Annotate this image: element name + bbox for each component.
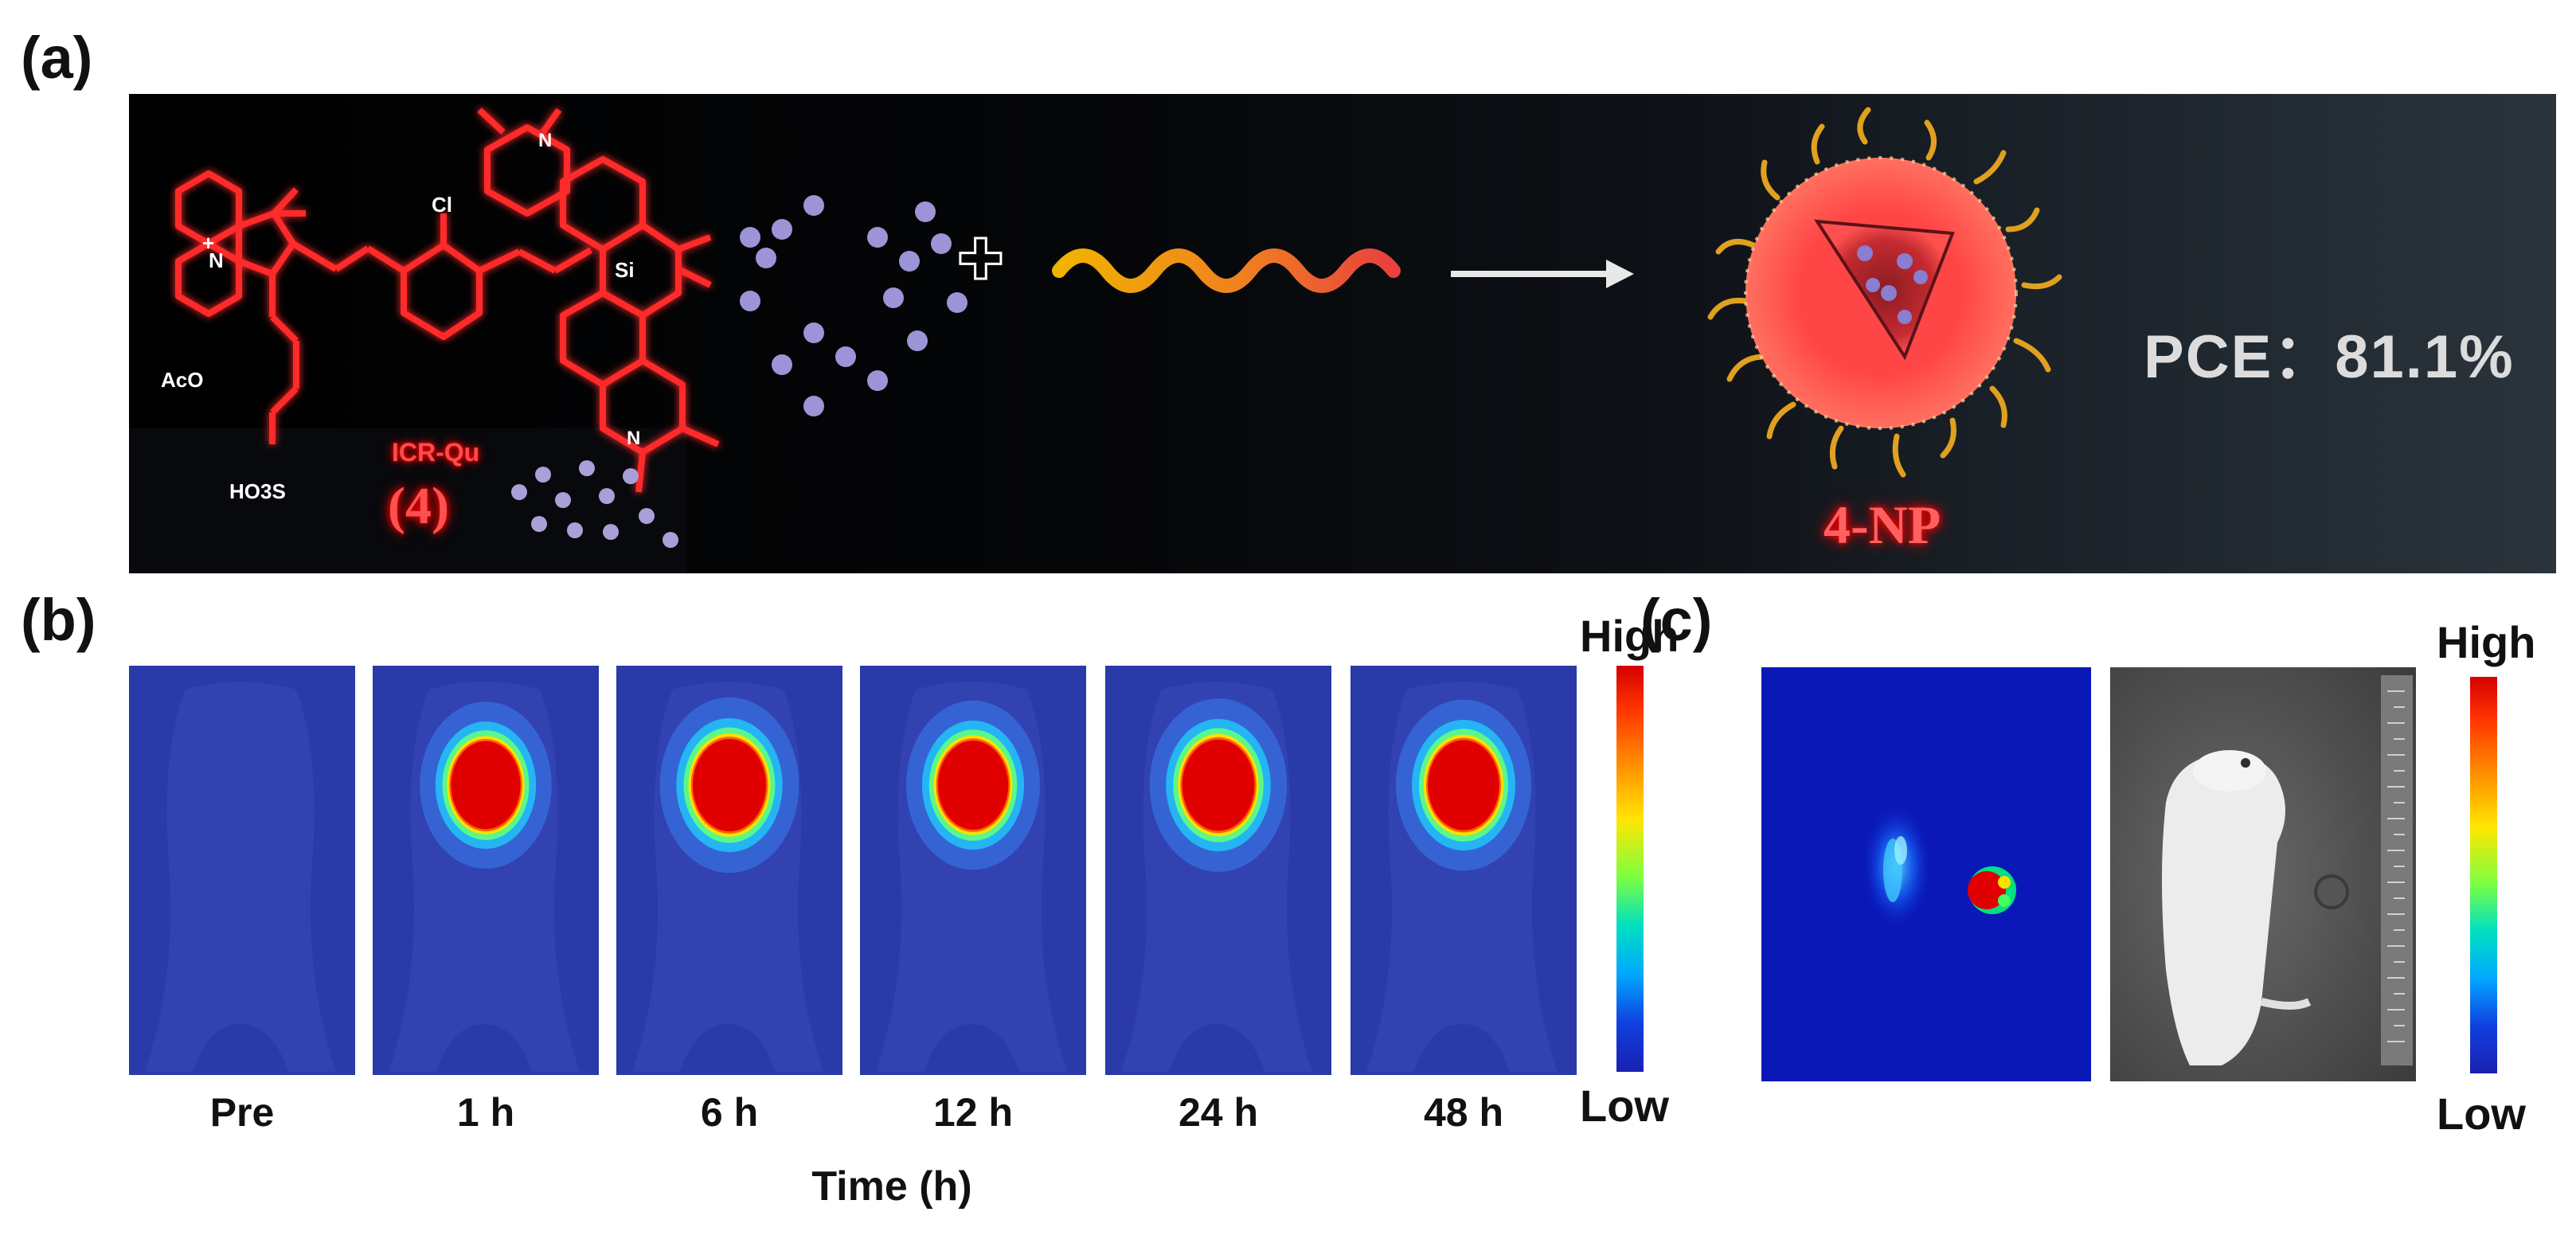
molecule-atom-aco: AcO [161, 368, 203, 392]
fluorescence-frame-0 [129, 666, 355, 1075]
fluorescence-frame-2 [616, 666, 842, 1075]
molecule-charge: + [202, 231, 214, 255]
mouse-photo [2110, 667, 2416, 1081]
colorbar-b-low: Low [1580, 1081, 1669, 1131]
fluorescence-frame-1 [373, 666, 599, 1075]
colorbar-c-low: Low [2437, 1089, 2526, 1139]
mouse-silhouette [145, 682, 336, 1072]
molecule-structure [175, 108, 720, 493]
reaction-arrow-head [1606, 260, 1634, 288]
ex-vivo-fluorescence-image [1761, 667, 2091, 1081]
molecule-atom-n-top: N [538, 130, 552, 151]
tumor-signal [420, 702, 552, 869]
fluorescence-frame-5 [1351, 666, 1577, 1075]
timepoint-label: 24 h [1178, 1090, 1259, 1135]
timepoint-label: Pre [209, 1090, 275, 1135]
timepoint-label: 1 h [456, 1090, 515, 1135]
colorbar-b [1616, 666, 1644, 1072]
polymer-chain [1052, 248, 1401, 293]
scheme-banner: N + AcO Cl Si N N HO3S ✚ [129, 94, 2556, 573]
fluorescence-frame-4 [1105, 666, 1331, 1075]
timepoint-label: 12 h [932, 1090, 1014, 1135]
particle-cluster [740, 195, 967, 416]
timepoint-label: 48 h [1423, 1090, 1504, 1135]
scheme-graphics: N + AcO Cl Si N N HO3S ✚ [129, 107, 2062, 573]
particle-cluster-small [511, 460, 678, 548]
fluorescence-frame-3 [860, 666, 1086, 1075]
colorbar-c [2470, 677, 2497, 1073]
nanoparticle [1707, 107, 2062, 478]
molecule-atom-si: Si [615, 258, 635, 282]
molecule-number: (4) [388, 477, 449, 535]
scheme-shadow-block [129, 428, 686, 573]
molecule-atom-n-bottom: N [627, 428, 640, 449]
panel-label-c: (c) [1640, 587, 1713, 653]
molecule-atom-n: N [209, 248, 224, 272]
molecule-name: ICR-Qu [392, 438, 480, 467]
panel-label-b: (b) [21, 587, 96, 653]
colorbar-c-high: High [2437, 617, 2536, 667]
molecule-atom-cl: Cl [432, 193, 452, 217]
tumor-signal [1395, 699, 1532, 871]
molecule-atom-so3h: HO3S [229, 479, 286, 503]
plus-icon: ✚ [957, 227, 1004, 292]
pce-value: PCE：81.1% [2144, 323, 2515, 391]
colorbar-b-high: High [1580, 611, 1679, 661]
tumor-signal [906, 700, 1040, 870]
tumor-signal [659, 697, 799, 874]
panel-label-a: (a) [21, 25, 93, 91]
timepoint-label: 6 h [700, 1090, 759, 1135]
tumor-signal [1149, 698, 1288, 872]
x-axis-title: Time (h) [811, 1163, 972, 1210]
nanoparticle-label: 4-NP [1824, 494, 1941, 555]
